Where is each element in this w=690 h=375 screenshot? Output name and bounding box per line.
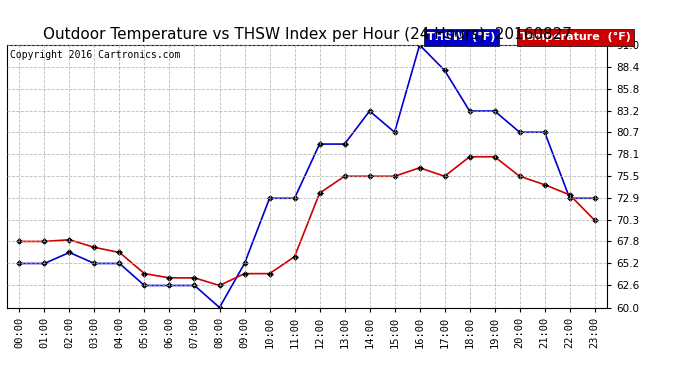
Title: Outdoor Temperature vs THSW Index per Hour (24 Hours)  20160827: Outdoor Temperature vs THSW Index per Ho… <box>43 27 571 42</box>
Text: Copyright 2016 Cartronics.com: Copyright 2016 Cartronics.com <box>10 50 180 60</box>
Text: THSW  (°F): THSW (°F) <box>427 32 495 42</box>
Text: Temperature  (°F): Temperature (°F) <box>520 32 631 42</box>
